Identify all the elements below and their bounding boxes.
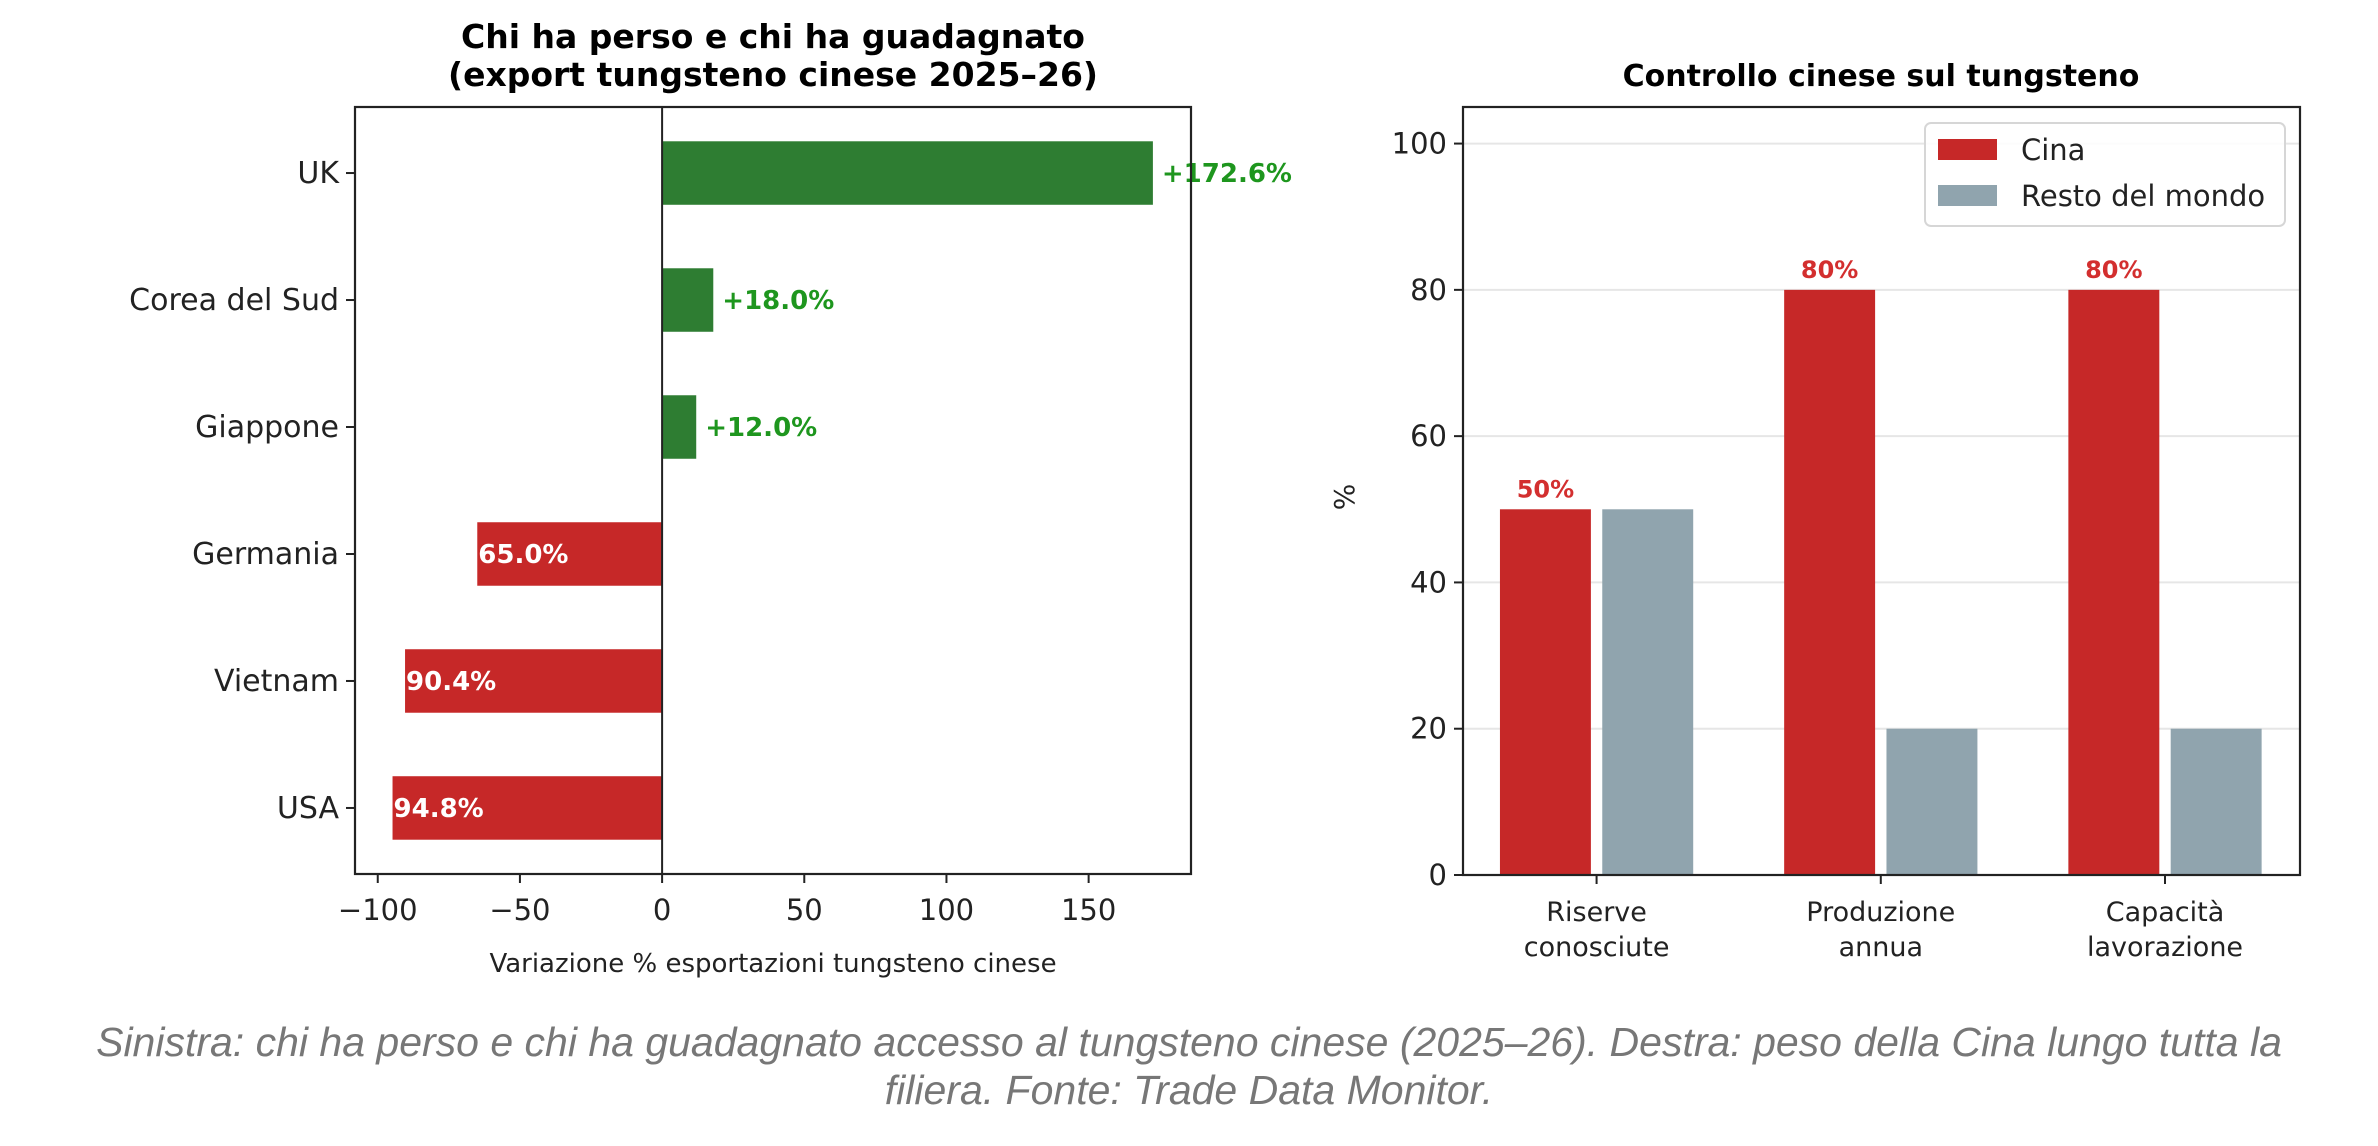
right-bars	[1499, 289, 2262, 875]
x-tick-label: 0	[653, 893, 671, 927]
legend: Cina Resto del mondo	[1924, 122, 2286, 227]
legend-swatch-cina	[1938, 139, 1997, 160]
bar-uk	[662, 141, 1153, 205]
left-x-axis-ticks: −100 −50 0 50 100 150	[338, 874, 1116, 927]
left-axes-frame	[353, 105, 1193, 876]
right-axes-frame	[1461, 105, 2302, 877]
legend-box	[1924, 122, 2286, 227]
bar-usa	[392, 776, 663, 840]
bar-germania	[477, 522, 663, 586]
right-data-labels: 50% 80% 80%	[1517, 256, 2143, 503]
caption-line-2: filiera. Fonte: Trade Data Monitor.	[884, 1067, 1494, 1113]
right-chart-title: Controllo cinese sul tungsteno	[1623, 59, 2140, 94]
bar-resto-del-mondo-2	[1886, 728, 1978, 875]
bar-cina-2	[1784, 289, 1876, 875]
x-tick-label-capacit-lavorazione-line-1: Capacità	[2106, 897, 2225, 928]
x-tick-label: 100	[919, 893, 974, 927]
legend-label-cina: Cina	[2021, 133, 2085, 167]
y-tick-label-vietnam: Vietnam	[214, 664, 339, 699]
right-y-axis-label: %	[1328, 484, 1361, 511]
x-tick-label: −50	[489, 893, 550, 927]
left-data-labels: +172.6% +18.0% +12.0% 65.0% 90.4% 94.8%	[394, 159, 1292, 824]
y-tick-label: 40	[1410, 565, 1447, 599]
left-chart-title-line-1: Chi ha perso e chi ha guadagnato	[461, 17, 1085, 56]
bar-corea-del-sud	[662, 268, 714, 332]
x-tick-label-riserve-conosciute-line-2: conosciute	[1524, 932, 1670, 963]
y-tick-label-corea-del-sud: Corea del Sud	[129, 283, 339, 318]
bar-cina-1	[1499, 509, 1591, 875]
y-tick-label-giappone: Giappone	[195, 410, 339, 445]
y-tick-label-usa: USA	[277, 791, 340, 826]
left-bars	[392, 107, 1153, 874]
data-label-uk: +172.6%	[1162, 159, 1292, 189]
y-tick-label: 0	[1429, 858, 1447, 892]
x-tick-label: −100	[338, 893, 418, 927]
bar-resto-del-mondo-3	[2170, 728, 2262, 875]
right-y-axis-ticks: 0 20 40 60 80 100	[1392, 127, 1463, 892]
x-tick-label-produzione-annua-line-2: annua	[1839, 932, 1923, 963]
y-tick-label: 60	[1410, 419, 1447, 453]
bar-cina-3	[2068, 289, 2160, 875]
data-label-giappone: +12.0%	[705, 413, 817, 443]
data-label-cina-3: 80%	[2085, 256, 2142, 284]
x-tick-label-riserve-conosciute-line-1: Riserve	[1546, 897, 1647, 928]
y-tick-label-germania: Germania	[192, 537, 339, 572]
right-x-axis-ticks: Riserve conosciute Produzione annua Capacità…	[1524, 875, 2243, 963]
data-label-cina-1: 50%	[1517, 475, 1574, 503]
figure-caption: Sinistra: chi ha perso e chi ha guadagna…	[20, 1018, 2358, 1114]
data-label-germania: 65.0%	[478, 540, 568, 570]
y-tick-label: 80	[1410, 273, 1447, 307]
left-chart-title-line-2: (export tungsteno cinese 2025–26)	[448, 55, 1098, 94]
y-tick-label: 100	[1392, 127, 1447, 161]
bar-giappone	[662, 395, 697, 459]
bar-resto-del-mondo-1	[1602, 509, 1694, 875]
data-label-vietnam: 90.4%	[406, 667, 496, 697]
x-tick-label-capacit-lavorazione-line-2: lavorazione	[2087, 932, 2243, 963]
legend-label-resto-del-mondo: Resto del mondo	[2021, 179, 2265, 213]
y-tick-label-uk: UK	[297, 156, 340, 191]
bar-vietnam	[405, 649, 663, 713]
data-label-cina-2: 80%	[1801, 256, 1858, 284]
data-label-usa: 94.8%	[394, 794, 484, 824]
left-y-axis-ticks: UK Corea del Sud Giappone Germania Vietnam US…	[129, 156, 355, 826]
left-x-axis-label: Variazione % esportazioni tungsteno cine…	[489, 949, 1056, 979]
x-tick-label: 50	[786, 893, 823, 927]
right-chart: Controllo cinese sul tungsteno 0 20 40 60 80…	[1328, 59, 2302, 963]
caption-line-1: Sinistra: chi ha perso e chi ha guadagna…	[96, 1019, 2282, 1065]
x-tick-label: 150	[1061, 893, 1116, 927]
x-tick-label-produzione-annua-line-1: Produzione	[1806, 897, 1955, 928]
legend-swatch-resto-del-mondo	[1938, 185, 1997, 206]
left-chart: Chi ha perso e chi ha guadagnato (export…	[129, 17, 1292, 979]
y-tick-label: 20	[1410, 712, 1447, 746]
data-label-corea-del-sud: +18.0%	[722, 286, 834, 316]
